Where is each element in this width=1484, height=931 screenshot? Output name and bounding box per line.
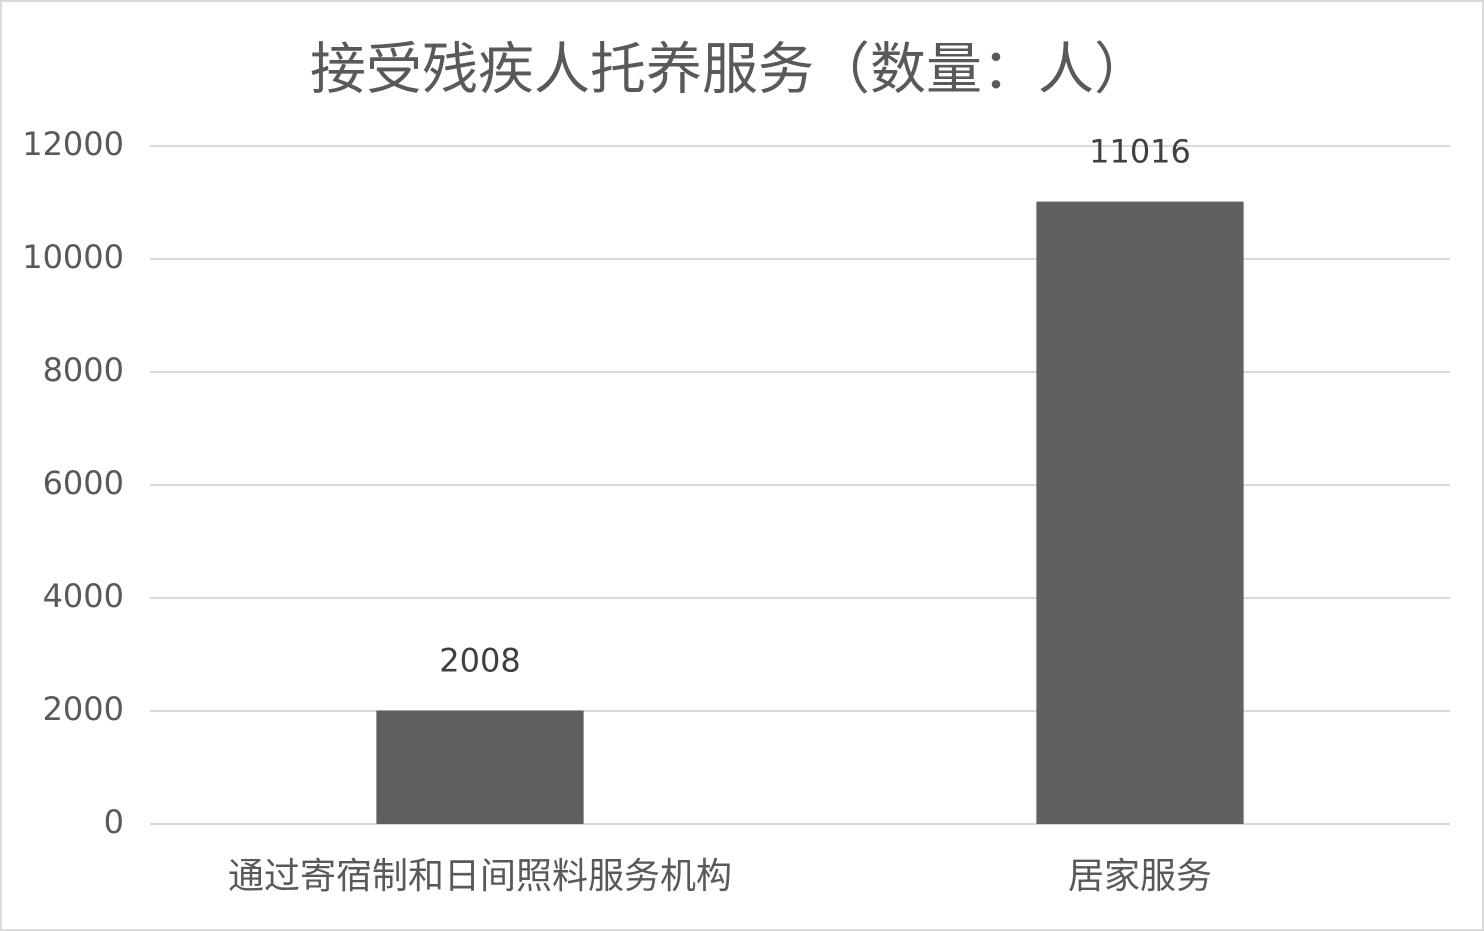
y-tick-label: 0 [104,803,124,841]
y-tick-label: 12000 [22,125,124,163]
y-tick-label: 10000 [22,238,124,276]
y-tick-label: 8000 [43,351,124,389]
x-tick-label: 通过寄宿制和日间照料服务机构 [228,856,732,897]
y-tick-label: 2000 [43,690,124,728]
data-label: 2008 [439,642,520,680]
x-tick-label: 居家服务 [1068,856,1212,897]
bar [1036,201,1244,824]
chart-title: 接受残疾人托养服务（数量：人） [310,38,1150,103]
y-tick-label: 4000 [43,577,124,615]
y-tick-label: 6000 [43,464,124,502]
data-label: 11016 [1089,133,1191,171]
bar [376,710,584,824]
